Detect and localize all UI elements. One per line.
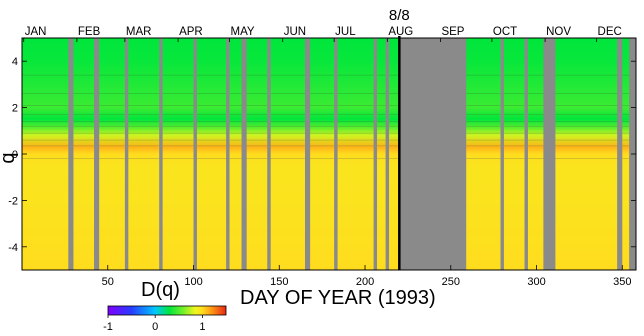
missing-data-band xyxy=(94,38,100,270)
month-labels: JAN FEB MAR APR MAY JUN JUL AUG SEP OCT NOV DEC xyxy=(23,26,622,42)
month-label: NOV xyxy=(546,26,571,38)
marker-label: 8/8 xyxy=(389,7,410,24)
x-tick-label: 250 xyxy=(442,276,460,288)
colorbar xyxy=(107,305,227,316)
missing-data-band xyxy=(543,38,556,270)
missing-data-band xyxy=(267,38,271,270)
x-tick-label: 150 xyxy=(270,276,288,288)
y-tick-label: -4 xyxy=(8,242,18,254)
x-tick-label: 300 xyxy=(527,276,545,288)
missing-data-band xyxy=(385,38,390,270)
missing-data-band xyxy=(159,38,163,270)
missing-data-band xyxy=(373,38,378,270)
colorbar-tick-label: 1 xyxy=(199,321,205,333)
missing-data-band xyxy=(334,38,338,270)
contour-lines xyxy=(22,74,636,159)
month-label: MAR xyxy=(126,26,152,38)
missing-data-band xyxy=(241,38,247,270)
y-axis-label: q xyxy=(0,152,19,163)
y-axis-ticks: 4 2 0 -2 -4 xyxy=(8,56,636,254)
colorbar-ticks: -1 0 1 xyxy=(103,315,205,333)
x-tick-label: 200 xyxy=(356,276,374,288)
colorbar-tick-label: -1 xyxy=(103,321,113,333)
month-label: JUL xyxy=(335,26,356,38)
month-label: AUG xyxy=(388,26,413,38)
y-tick-label: -2 xyxy=(8,195,18,207)
missing-data-band xyxy=(226,38,230,270)
y-tick-label: 4 xyxy=(12,56,18,68)
month-label: SEP xyxy=(441,26,464,38)
x-axis-label: DAY OF YEAR (1993) xyxy=(240,287,436,309)
heatmap-field xyxy=(22,38,636,270)
missing-data-band xyxy=(124,38,129,270)
colorbar-tick-label: 0 xyxy=(152,321,158,333)
missing-data-band xyxy=(617,38,623,270)
missing-data-band xyxy=(500,38,504,270)
x-axis-ticks: 50 100 150 200 250 300 350 xyxy=(102,265,631,288)
x-tick-label: 350 xyxy=(613,276,631,288)
month-label: FEB xyxy=(78,26,101,38)
month-label: MAY xyxy=(231,26,255,38)
missing-data-band xyxy=(304,38,311,270)
missing-data-band xyxy=(68,38,74,270)
x-tick-label: 100 xyxy=(184,276,202,288)
month-label: OCT xyxy=(493,26,517,38)
month-label: JAN xyxy=(25,26,47,38)
y-tick-label: 2 xyxy=(12,103,18,115)
missing-data-band xyxy=(399,38,467,270)
colorbar-label: D(q) xyxy=(141,279,180,301)
month-label: JUN xyxy=(284,26,306,38)
missing-data-band xyxy=(524,38,528,270)
x-tick-label: 50 xyxy=(102,276,114,288)
y-tick-label: 0 xyxy=(12,149,18,161)
missing-data-band xyxy=(193,38,197,270)
month-label: APR xyxy=(179,26,203,38)
month-label: DEC xyxy=(598,26,622,38)
